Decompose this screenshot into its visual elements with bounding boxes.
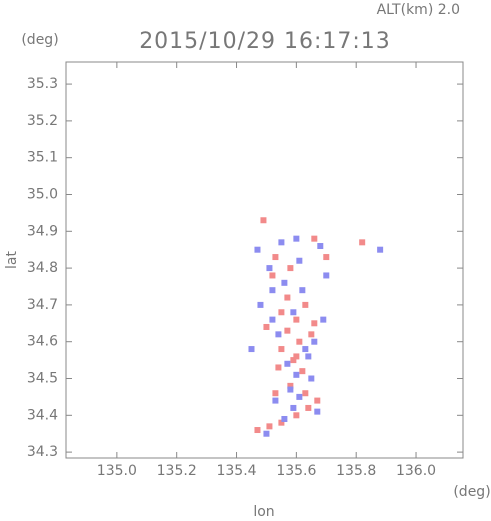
echo-cell xyxy=(275,364,282,371)
x-tick-label: 136.0 xyxy=(396,463,436,479)
echo-cell xyxy=(311,320,318,327)
echo-cell xyxy=(293,316,300,323)
echo-cell xyxy=(269,287,276,294)
chart-title: 2015/10/29 16:17:13 xyxy=(139,29,391,54)
echo-cell xyxy=(260,217,267,224)
x-tick-label: 135.4 xyxy=(216,463,256,479)
y-tick-label: 34.4 xyxy=(27,407,58,423)
echo-cell xyxy=(305,353,312,360)
echo-cell xyxy=(275,331,282,338)
echo-cell xyxy=(296,338,303,345)
y-tick-label: 34.3 xyxy=(27,444,58,460)
echo-cell xyxy=(296,393,303,400)
echo-cell xyxy=(299,368,306,375)
echo-cell xyxy=(293,371,300,378)
y-tick-label: 35.3 xyxy=(27,76,58,92)
echo-cell xyxy=(266,423,273,430)
echo-cell xyxy=(269,316,276,323)
echo-cell xyxy=(308,375,315,382)
x-tick-label: 135.8 xyxy=(336,463,376,479)
x-tick-label: 135.2 xyxy=(157,463,197,479)
echo-cell xyxy=(359,239,366,246)
x-axis-label: lon xyxy=(253,504,274,520)
y-tick-label: 34.7 xyxy=(27,297,58,313)
echo-cell xyxy=(278,419,285,426)
y-tick-label: 35.0 xyxy=(27,186,58,202)
echo-cell xyxy=(293,235,300,242)
echo-cell xyxy=(323,272,330,279)
x-tick-label: 135.0 xyxy=(97,463,137,479)
echo-cell xyxy=(290,309,297,316)
echo-cell xyxy=(308,331,315,338)
altitude-label: ALT(km) 2.0 xyxy=(377,2,460,18)
echo-cell xyxy=(302,301,309,308)
x-tick-label: 135.6 xyxy=(276,463,316,479)
y-tick-label: 34.8 xyxy=(27,260,58,276)
echo-cell xyxy=(287,386,294,393)
echo-cell xyxy=(305,404,312,411)
echo-cell xyxy=(377,246,384,253)
echo-cell xyxy=(317,243,324,250)
echo-cell xyxy=(263,323,270,330)
y-tick-label: 34.9 xyxy=(27,223,58,239)
echo-cell xyxy=(278,309,285,316)
echo-cell xyxy=(314,397,321,404)
echo-cell xyxy=(287,382,294,389)
echo-cell xyxy=(269,272,276,279)
echo-cell xyxy=(302,346,309,353)
echo-cell xyxy=(254,246,261,253)
echo-cell xyxy=(299,287,306,294)
x-unit: (deg) xyxy=(453,484,490,500)
echo-cell xyxy=(284,360,291,367)
y-tick-label: 35.1 xyxy=(27,150,58,166)
echo-cell xyxy=(302,390,309,397)
echo-cell xyxy=(320,316,327,323)
echo-cell xyxy=(281,279,288,286)
y-axis-label: lat xyxy=(4,251,20,269)
y-unit: (deg) xyxy=(21,32,58,48)
echo-cell xyxy=(278,346,285,353)
echo-cell xyxy=(293,353,300,360)
echo-cell xyxy=(296,257,303,264)
echo-cell xyxy=(248,346,255,353)
echo-cell xyxy=(290,357,297,364)
echo-cell xyxy=(311,338,318,345)
echo-cell xyxy=(311,235,318,242)
echo-cell xyxy=(254,427,261,434)
echo-cell xyxy=(287,265,294,272)
echo-cell xyxy=(314,408,321,415)
echo-cell xyxy=(323,254,330,261)
echo-cell xyxy=(293,412,300,419)
y-tick-label: 34.6 xyxy=(27,334,58,350)
echo-cell xyxy=(290,404,297,411)
echo-cell xyxy=(284,294,291,301)
echo-cell xyxy=(263,430,270,437)
echo-cell xyxy=(284,327,291,334)
echo-cell xyxy=(257,301,264,308)
echo-cell xyxy=(272,254,279,261)
echo-cell xyxy=(281,415,288,422)
echo-cell xyxy=(266,265,273,272)
y-tick-label: 35.2 xyxy=(27,113,58,129)
echo-cell xyxy=(272,390,279,397)
y-tick-label: 34.5 xyxy=(27,371,58,387)
echo-cell xyxy=(272,397,279,404)
echo-cell xyxy=(278,239,285,246)
plot-frame xyxy=(65,61,464,459)
